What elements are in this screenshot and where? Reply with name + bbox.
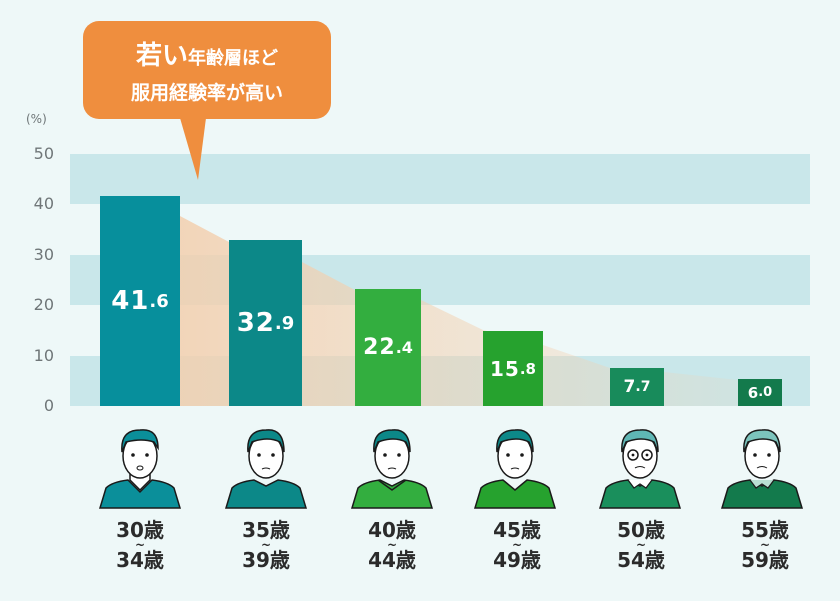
callout-tail [180, 118, 206, 180]
bar-value-dec: .0 [758, 385, 773, 400]
callout-bubble: 若い年齢層ほど 服用経験率が高い [83, 21, 331, 119]
age-sep: ~ [511, 538, 523, 552]
person-icon-40s [350, 429, 434, 509]
age-from: 50歳 [617, 518, 665, 542]
person-icon-30s-young [98, 429, 182, 509]
age-sep: ~ [635, 538, 647, 552]
age-label-30-34: 30歳 ~34歳 [95, 520, 185, 570]
bar-55-59: 6.0 [738, 379, 782, 406]
bar-value-dec: .4 [395, 338, 413, 357]
bar-value-dec: .7 [635, 379, 651, 395]
age-to: 39歳 [242, 548, 290, 572]
bar-value-dec: .6 [149, 290, 169, 312]
callout-emphasis: 若い [135, 41, 188, 71]
age-to: 34歳 [116, 548, 164, 572]
age-label-50-54: 50歳 ~54歳 [596, 520, 686, 570]
age-label-45-49: 45歳 ~49歳 [472, 520, 562, 570]
person-icon-55s-elder [720, 429, 804, 509]
callout-line1: 年齢層ほど [188, 48, 278, 69]
bar-value-int: 7 [623, 377, 636, 397]
age-to: 44歳 [368, 548, 416, 572]
age-from: 40歳 [368, 518, 416, 542]
y-tick-10: 10 [33, 346, 54, 365]
bar-45-49: 15.8 [483, 331, 543, 406]
age-from: 55歳 [741, 518, 789, 542]
bar-value-dec: .9 [274, 312, 295, 334]
y-tick-0: 0 [43, 396, 54, 415]
age-label-55-59: 55歳 ~59歳 [720, 520, 810, 570]
y-axis-unit: (%) [26, 112, 47, 126]
bar-50-54: 7.7 [610, 368, 664, 406]
bar-value-dec: .8 [519, 359, 536, 378]
y-tick-40: 40 [33, 194, 54, 213]
bar-value-int: 41 [111, 286, 150, 316]
age-label-35-39: 35歳 ~39歳 [221, 520, 311, 570]
bar-value-int: 22 [363, 335, 396, 360]
age-sep: ~ [260, 538, 272, 552]
y-tick-20: 20 [33, 295, 54, 314]
age-from: 45歳 [493, 518, 541, 542]
bar-35-39: 32.9 [229, 240, 302, 406]
bar-30-34: 41.6 [100, 196, 180, 406]
age-sep: ~ [134, 538, 146, 552]
person-icon-45s [473, 429, 557, 509]
bar-40-44: 22.4 [355, 289, 421, 406]
bar-value-int: 15 [490, 356, 520, 381]
age-sep: ~ [386, 538, 398, 552]
age-sep: ~ [759, 538, 771, 552]
y-tick-30: 30 [33, 245, 54, 264]
bar-value-int: 32 [236, 308, 275, 338]
age-label-40-44: 40歳 ~44歳 [347, 520, 437, 570]
person-icon-50s-glasses [598, 429, 682, 509]
callout-line2: 服用経験率が高い [130, 82, 283, 104]
age-from: 30歳 [116, 518, 164, 542]
person-icon-35s [224, 429, 308, 509]
age-from: 35歳 [242, 518, 290, 542]
y-tick-50: 50 [33, 144, 54, 163]
bar-value-int: 6 [747, 383, 759, 402]
age-to: 59歳 [741, 548, 789, 572]
age-to: 54歳 [617, 548, 665, 572]
age-to: 49歳 [493, 548, 541, 572]
